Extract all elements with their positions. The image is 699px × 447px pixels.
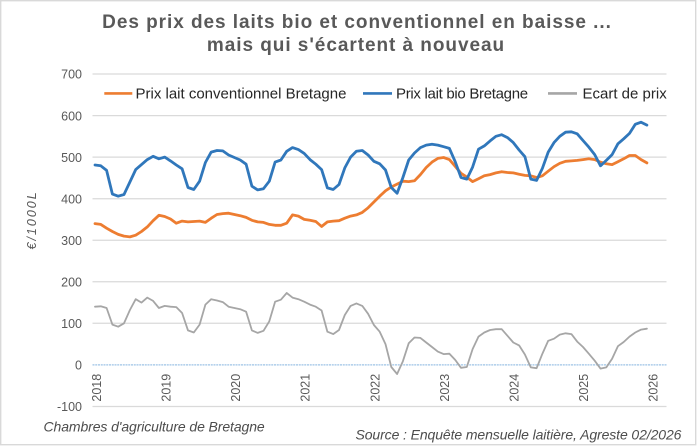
svg-text:2018: 2018 (90, 374, 104, 402)
svg-text:0: 0 (75, 359, 82, 373)
svg-text:400: 400 (61, 192, 82, 206)
svg-text:Source : Enquête mensuelle lai: Source : Enquête mensuelle laitière, Agr… (356, 427, 682, 443)
svg-text:2021: 2021 (299, 374, 313, 402)
svg-text:mais qui s'écartent à nouveau: mais qui s'écartent à nouveau (207, 35, 505, 56)
svg-text:2019: 2019 (160, 374, 174, 402)
svg-text:2024: 2024 (508, 374, 522, 402)
svg-text:Chambres d'agriculture de Bret: Chambres d'agriculture de Bretagne (44, 418, 265, 434)
svg-text:€/1000L: €/1000L (25, 190, 39, 249)
svg-text:Prix lait bio Bretagne: Prix lait bio Bretagne (396, 85, 528, 102)
svg-text:Des prix des laits bio et conv: Des prix des laits bio et conventionnel … (102, 12, 612, 33)
svg-text:2023: 2023 (438, 374, 452, 402)
svg-text:2022: 2022 (368, 374, 382, 402)
svg-text:300: 300 (61, 234, 82, 248)
svg-text:200: 200 (61, 276, 82, 290)
svg-text:-100: -100 (57, 400, 82, 414)
svg-text:2020: 2020 (229, 374, 243, 402)
svg-text:2026: 2026 (647, 374, 661, 402)
svg-text:700: 700 (61, 68, 82, 82)
svg-text:500: 500 (61, 151, 82, 165)
svg-text:Ecart de prix: Ecart de prix (583, 85, 668, 102)
svg-text:Prix lait conventionnel Bretag: Prix lait conventionnel Bretagne (136, 85, 347, 102)
svg-text:600: 600 (61, 109, 82, 123)
svg-text:100: 100 (61, 317, 82, 331)
svg-text:2025: 2025 (577, 374, 591, 402)
